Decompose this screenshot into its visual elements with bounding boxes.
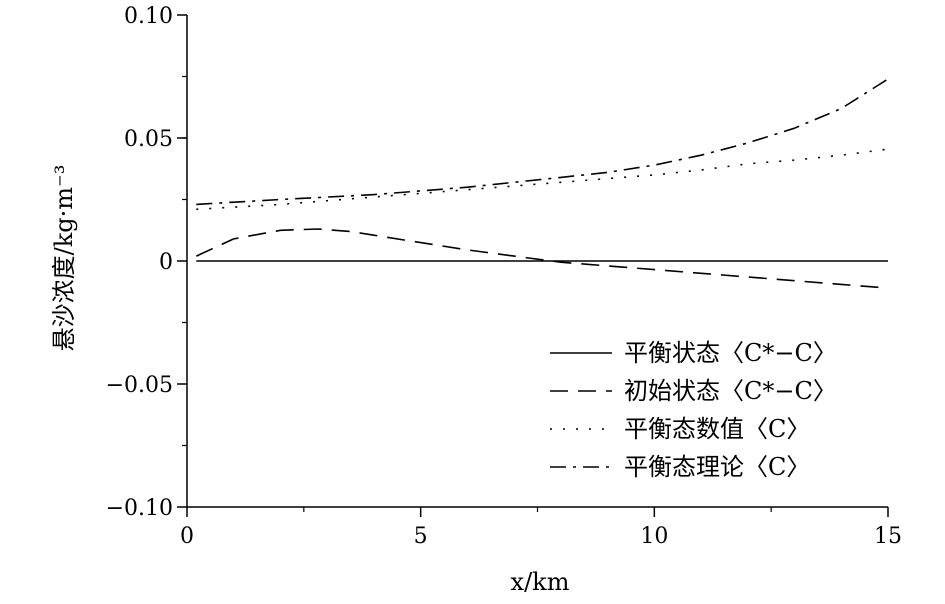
legend-label-4: 平衡态理论〈C〉 [624, 453, 810, 481]
x-tick-label: 10 [640, 524, 668, 549]
series-line-3 [196, 148, 889, 211]
y-axis-label: 悬沙浓度/kg·m⁻³ [50, 165, 78, 352]
series-line-2 [195, 228, 889, 289]
series-lines [195, 78, 889, 289]
series-line-4 [196, 78, 889, 206]
y-tick-label: −0.10 [106, 496, 173, 521]
x-axis-ticks: 0 5 10 15 [180, 507, 902, 549]
legend-label-2: 初始状态〈C*−C〉 [624, 377, 837, 405]
y-tick-label: −0.05 [106, 373, 173, 398]
x-tick-label: 5 [414, 524, 428, 549]
y-tick-label: 0 [159, 250, 173, 275]
x-tick-label: 0 [180, 524, 194, 549]
legend-label-3: 平衡态数值〈C〉 [624, 415, 810, 443]
y-tick-label: 0.05 [124, 127, 173, 152]
legend-label-1: 平衡状态〈C*−C〉 [624, 339, 837, 367]
y-axis-ticks: 0.10 0.05 0 −0.05 −0.10 [106, 4, 187, 521]
y-tick-label: 0.10 [124, 4, 173, 29]
legend: 平衡状态〈C*−C〉初始状态〈C*−C〉平衡态数值〈C〉平衡态理论〈C〉 [550, 339, 837, 481]
x-tick-label: 15 [874, 524, 902, 549]
x-axis-label: x/km [511, 568, 570, 596]
